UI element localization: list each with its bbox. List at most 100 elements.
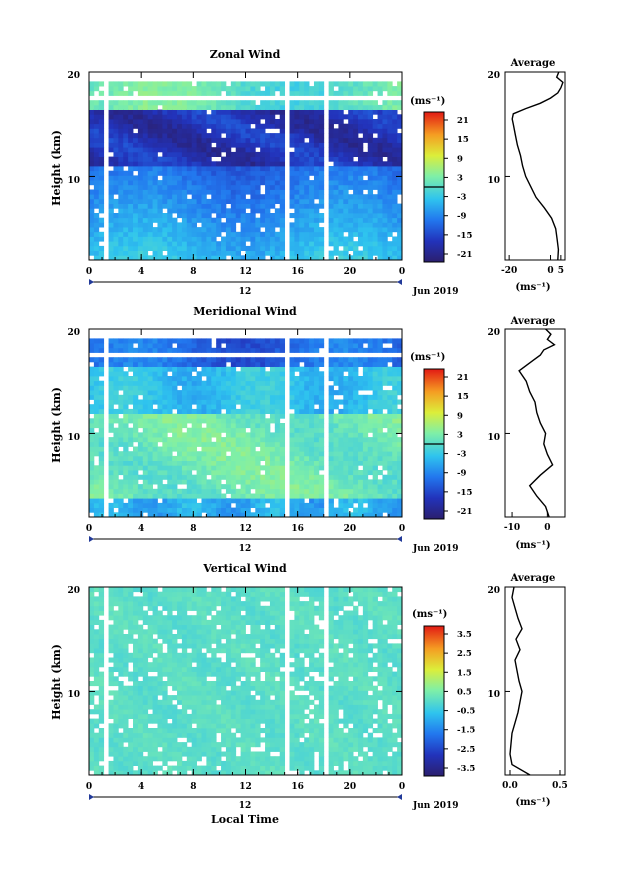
heatmap-cell (216, 114, 222, 120)
heatmap-cell (289, 161, 295, 167)
heatmap-cell (387, 203, 393, 209)
heatmap-cell (357, 100, 364, 106)
heatmap-cell (221, 357, 227, 363)
heatmap-cell (201, 446, 207, 452)
heatmap-cell (382, 189, 388, 195)
heatmap-cell (343, 413, 349, 419)
heatmap-cell (137, 81, 144, 87)
heatmap-cell (137, 86, 144, 92)
heatmap-cell (162, 357, 168, 363)
heatmap-cell (372, 502, 378, 508)
heatmap-cell (177, 465, 183, 471)
heatmap-cell (318, 86, 325, 92)
heatmap-cell (367, 114, 374, 120)
heatmap-cell (338, 133, 344, 139)
heatmap-cell (93, 657, 100, 663)
heatmap-cell (123, 213, 129, 219)
heatmap-cell (142, 133, 149, 139)
heatmap-cell (211, 366, 217, 372)
heatmap-cell (186, 470, 193, 476)
heatmap-cell (289, 86, 295, 92)
heatmap-cell (206, 446, 212, 452)
heatmap-cell (152, 765, 158, 771)
heatmap-cell (318, 194, 325, 200)
heatmap-cell (353, 142, 359, 148)
heatmap-cell (133, 404, 139, 410)
heatmap-cell (255, 437, 261, 443)
heatmap-cell (157, 634, 163, 640)
heatmap-cell (211, 493, 217, 499)
heatmap-cell (367, 180, 374, 186)
date-axis-marker (397, 279, 402, 285)
heatmap-cell (142, 255, 149, 261)
heatmap-cell (128, 236, 134, 242)
heatmap-cell (392, 189, 398, 195)
heatmap-cell (304, 455, 310, 461)
heatmap-cell (98, 484, 105, 490)
heatmap-cell (162, 488, 168, 494)
heatmap-cell (191, 390, 197, 396)
heatmap-cell (387, 408, 393, 414)
heatmap-cell (133, 601, 139, 607)
heatmap-cell (299, 156, 305, 162)
heatmap-cell (108, 488, 114, 494)
heatmap-cell (128, 709, 134, 715)
heatmap-cell (362, 151, 369, 157)
heatmap-cell (225, 109, 232, 115)
heatmap-cell (157, 437, 163, 443)
heatmap-cell (123, 455, 129, 461)
heatmap-cell (289, 357, 295, 363)
heatmap-cell (328, 484, 334, 490)
heatmap-cell (372, 142, 378, 148)
heatmap-cell (225, 432, 232, 438)
heatmap-cell (152, 770, 158, 776)
heatmap-cell (299, 133, 305, 139)
heatmap-cell (113, 170, 119, 176)
heatmap-cell (387, 404, 393, 410)
heatmap-cell (113, 114, 119, 120)
heatmap-cell (348, 100, 354, 106)
heatmap-cell (108, 737, 114, 743)
heatmap-cell (113, 756, 119, 762)
heatmap-cell (221, 498, 227, 504)
heatmap-cell (357, 208, 364, 214)
heatmap-cell (362, 507, 369, 513)
heatmap-cell (255, 241, 261, 247)
heatmap-cell (137, 474, 144, 480)
heatmap-cell (397, 343, 403, 349)
heatmap-cell (128, 437, 134, 443)
heatmap-cell (372, 213, 378, 219)
heatmap-cell (269, 390, 276, 396)
heatmap-cell (230, 394, 237, 400)
heatmap-cell (245, 222, 251, 228)
heatmap-cell (98, 446, 105, 452)
heatmap-cell (387, 151, 393, 157)
heatmap-cell (172, 394, 178, 400)
heatmap-cell (318, 432, 325, 438)
heatmap-cell (372, 371, 378, 377)
heatmap-cell (387, 86, 393, 92)
heatmap-cell (382, 194, 388, 200)
heatmap-cell (274, 166, 281, 172)
heatmap-cell (235, 390, 242, 396)
heatmap-cell (309, 137, 315, 143)
heatmap-cell (123, 601, 129, 607)
heatmap-cell (93, 142, 100, 148)
heatmap-cell (162, 151, 168, 157)
heatmap-cell (216, 133, 222, 139)
heatmap-cell (387, 423, 393, 429)
heatmap-cell (397, 231, 403, 237)
heatmap-cell (167, 437, 173, 443)
heatmap-cell (328, 198, 334, 204)
heatmap-cell (162, 175, 168, 181)
heatmap-cell (343, 474, 349, 480)
heatmap-cell (98, 137, 105, 143)
heatmap-cell (362, 109, 369, 115)
heatmap-cell (172, 128, 178, 134)
heatmap-cell (167, 161, 173, 167)
heatmap-cell (172, 245, 178, 251)
heatmap-cell (181, 512, 188, 518)
heatmap-cell (118, 596, 124, 602)
heatmap-cell (304, 366, 310, 372)
heatmap-cell (304, 119, 310, 125)
